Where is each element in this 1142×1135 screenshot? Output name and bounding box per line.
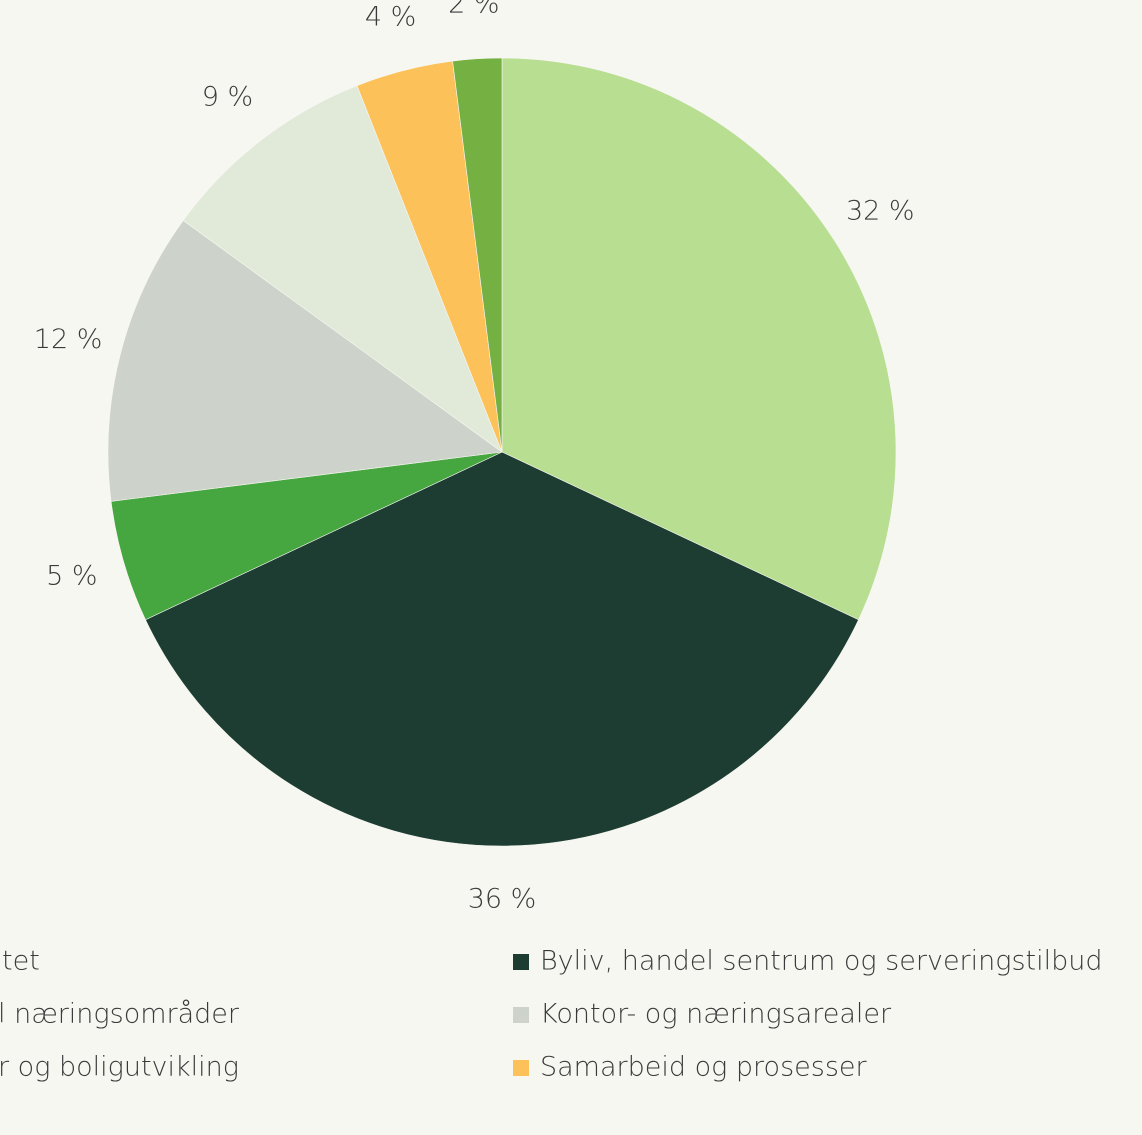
pie-slice [501, 57, 897, 621]
legend-label: tet [2, 946, 40, 977]
pie-slice [452, 57, 503, 453]
pie-slice [107, 219, 503, 502]
legend-marker [513, 954, 529, 970]
data-label: 9 % [202, 82, 253, 113]
legend-marker [513, 1060, 529, 1076]
data-label: 4 % [365, 2, 416, 33]
legend-label: Samarbeid og prosesser [540, 1052, 867, 1083]
data-label: 32 % [846, 195, 915, 226]
legend-marker [513, 1007, 529, 1023]
legend-label: Kontor- og næringsarealer [540, 999, 892, 1030]
legend-label: Byliv, handel sentrum og serveringstilbu… [540, 946, 1103, 977]
pie-slice [145, 451, 859, 847]
legend-label: r og boligutvikling [0, 1052, 239, 1083]
legend-label: l næringsområder [0, 999, 240, 1030]
pie-slice [182, 85, 503, 453]
data-label: 2 % [448, 0, 499, 19]
data-label: 12 % [34, 324, 103, 355]
data-label: 5 % [46, 560, 97, 591]
data-label: 36 % [468, 884, 537, 915]
